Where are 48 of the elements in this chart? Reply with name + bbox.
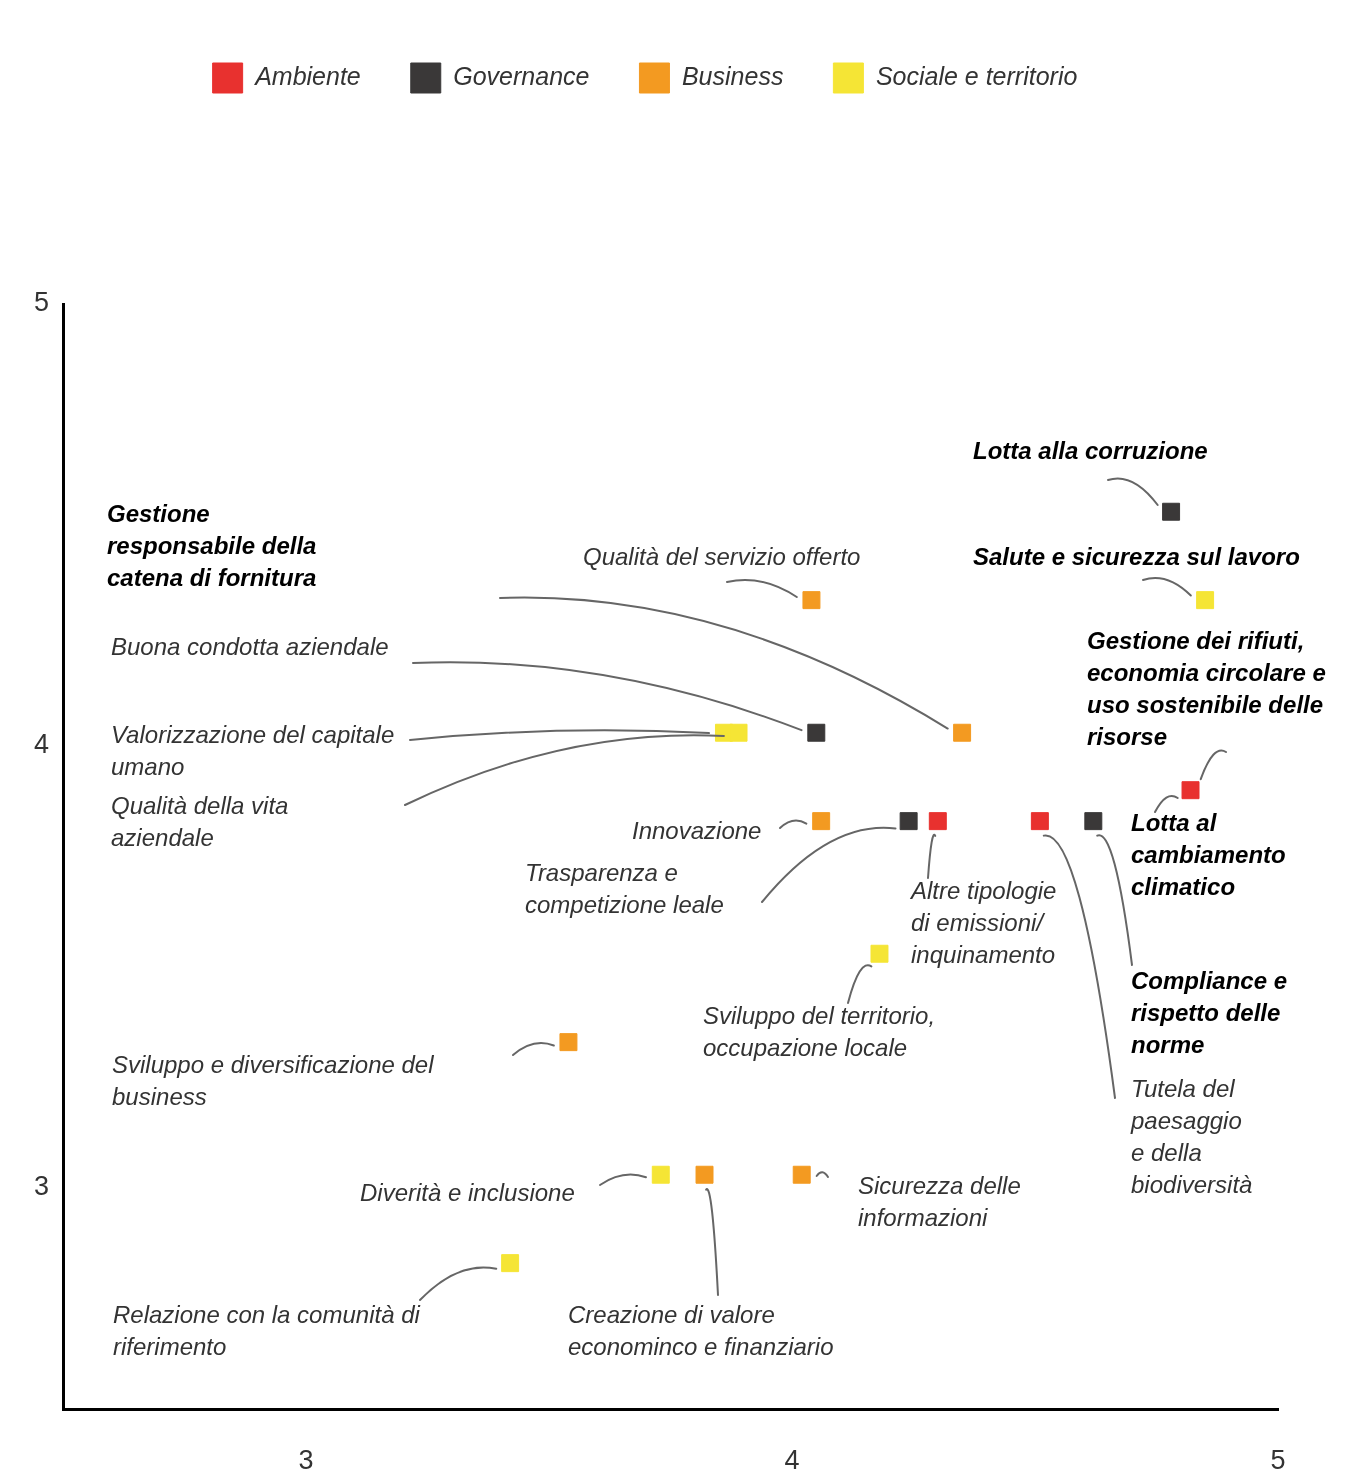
legend-label: Business [681, 61, 784, 90]
annotation: Lotta al cambiamento climatico [1131, 808, 1286, 900]
point [802, 591, 821, 610]
point [501, 1254, 520, 1273]
annotation: Gestione dei rifiuti, economia circolare e uso sostenibile delle risorse [1087, 626, 1326, 750]
annotation: Diverità e inclusione [360, 1178, 575, 1206]
annotation: Valorizzazione del capitale umano [111, 720, 395, 780]
legend-label: Governance [453, 61, 590, 90]
annotation: Salute e sicurezza sul lavoro [973, 542, 1300, 570]
point [899, 812, 918, 831]
annotation: Trasparenza e competizione leale [525, 858, 724, 918]
annotation: Tutela del paesaggio e della biodiversità [1130, 1074, 1253, 1198]
x-tick-label: 5 [1270, 1444, 1286, 1475]
annotation: Altre tipologie di emissioni/ inquinamento [909, 876, 1057, 968]
point [953, 723, 972, 742]
legend-label: Sociale e territorio [875, 61, 1078, 90]
point [812, 812, 831, 831]
point [792, 1165, 811, 1184]
annotation: Qualità della vita aziendale [111, 791, 289, 851]
annotation: Sviluppo e diversificazione del business [112, 1050, 435, 1110]
x-tick-label: 3 [298, 1444, 314, 1475]
y-tick-label: 5 [33, 287, 49, 318]
x-tick-label: 4 [784, 1444, 800, 1475]
annotation: Lotta alla corruzione [973, 436, 1208, 464]
annotation: Innovazione [632, 816, 762, 844]
point [870, 944, 889, 963]
annotation: Compliance e rispetto delle norme [1131, 966, 1288, 1058]
annotation: Creazione di valore econominco e finanziario [568, 1300, 834, 1360]
point [1084, 812, 1103, 831]
point [807, 723, 826, 742]
point [1196, 591, 1215, 610]
point [559, 1033, 578, 1052]
annotation: Qualità del servizio offerto [583, 542, 861, 570]
annotation: Buona condotta aziendale [111, 632, 389, 660]
point [695, 1165, 714, 1184]
annotation: Relazione con la comunità di riferimento [113, 1300, 421, 1360]
annotation: Sviluppo del territorio, occupazione locale [703, 1001, 936, 1061]
y-tick-label: 4 [33, 729, 49, 760]
point [928, 812, 947, 831]
point [651, 1165, 670, 1184]
point [729, 723, 748, 742]
legend-label: Ambiente [253, 61, 361, 90]
annotation: Gestione responsabile della catena di fornitura [107, 499, 317, 591]
point [1181, 781, 1200, 800]
point [1162, 502, 1181, 521]
annotation: Sicurezza delle informazioni [858, 1171, 1021, 1231]
y-tick-label: 3 [33, 1171, 49, 1202]
point [1030, 812, 1049, 831]
